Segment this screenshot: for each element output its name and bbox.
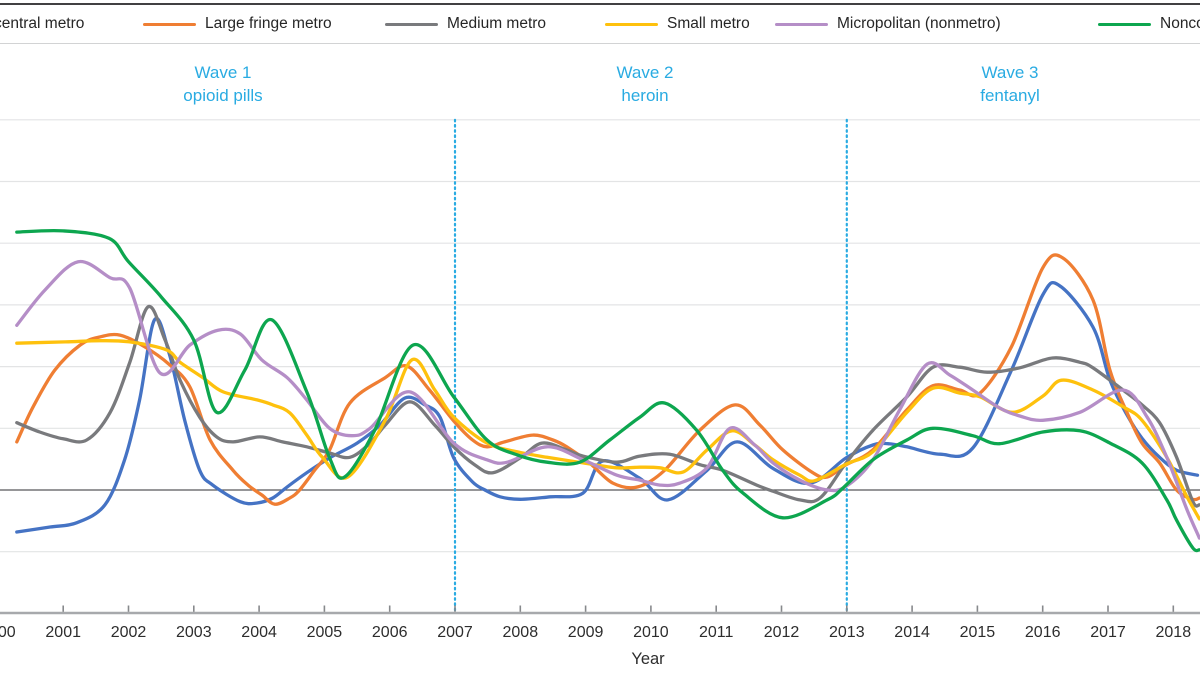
legend-swatch-small-metro xyxy=(605,22,658,26)
legend-item-large-fringe-metro: Large fringe metro xyxy=(143,5,332,43)
x-tick-label: 2013 xyxy=(829,624,865,641)
x-tick-label: 2015 xyxy=(960,624,996,641)
top-border-rule xyxy=(0,3,1200,5)
x-tick-label: 2010 xyxy=(633,624,669,641)
wave-3-subtitle: fentanyl xyxy=(980,86,1040,105)
wave-1-subtitle: opioid pills xyxy=(183,86,263,105)
curve-noncore-nonmetro xyxy=(15,228,1200,553)
x-tick-label: 2012 xyxy=(764,624,800,641)
legend-item-noncore-nonmetro: Noncore (nonmetro) xyxy=(1098,5,1200,43)
curve-large-fringe-metro xyxy=(15,253,1200,506)
wave-2-title: Wave 2 xyxy=(616,63,674,82)
legend-item-medium-metro: Medium metro xyxy=(385,5,546,43)
legend: Large central metro Large fringe metro Med… xyxy=(0,5,1200,44)
x-tick-label: 2001 xyxy=(45,624,81,641)
x-tick-label: 2017 xyxy=(1090,624,1126,641)
x-tick-label: 2009 xyxy=(568,624,604,641)
x-tick-label: 2016 xyxy=(1025,624,1061,641)
curve-small-metro xyxy=(15,339,1200,521)
wave-1-annotation: Wave 1 opioid pills xyxy=(183,61,262,107)
x-tick-label: 2018 xyxy=(1156,624,1192,641)
legend-item-large-central-metro: Large central metro xyxy=(0,5,84,43)
x-tick-label: 2003 xyxy=(176,624,212,641)
legend-label: Small metro xyxy=(667,15,750,32)
wave-2-subtitle: heroin xyxy=(621,86,669,105)
wave-1-title: Wave 1 xyxy=(194,63,252,82)
wave-3-title: Wave 3 xyxy=(981,63,1039,82)
legend-swatch-micropolitan-nonmetro xyxy=(775,22,828,26)
x-tick-label: 2000 xyxy=(0,624,16,641)
legend-label: Micropolitan (nonmetro) xyxy=(837,15,1001,32)
legend-label: Medium metro xyxy=(447,15,547,32)
x-tick-label: 2005 xyxy=(307,624,343,641)
legend-item-small-metro: Small metro xyxy=(605,5,750,43)
x-axis-title: Year xyxy=(631,650,665,668)
legend-label: Large fringe metro xyxy=(205,15,332,32)
curve-micropolitan-nonmetro xyxy=(15,259,1200,540)
wave-2-annotation: Wave 2 heroin xyxy=(616,61,673,107)
x-tick-label: 2002 xyxy=(111,624,147,641)
legend-label: Noncore (nonmetro) xyxy=(1160,15,1200,32)
legend-item-micropolitan-nonmetro: Micropolitan (nonmetro) xyxy=(775,5,1001,43)
curve-medium-metro xyxy=(15,304,1200,508)
legend-label: Large central metro xyxy=(0,15,85,32)
curve-large-central-metro xyxy=(15,280,1200,534)
x-tick-label: 2004 xyxy=(241,624,277,641)
x-tick-label: 2006 xyxy=(372,624,408,641)
legend-swatch-medium-metro xyxy=(385,22,438,26)
x-tick-label: 2014 xyxy=(894,624,930,641)
x-tick-label: 2007 xyxy=(437,624,473,641)
x-tick-label: 2008 xyxy=(503,624,539,641)
legend-swatch-noncore-nonmetro xyxy=(1098,22,1151,26)
wave-3-annotation: Wave 3 fentanyl xyxy=(980,61,1040,107)
legend-swatch-large-fringe-metro xyxy=(143,22,196,26)
x-tick-label: 2011 xyxy=(699,624,734,641)
